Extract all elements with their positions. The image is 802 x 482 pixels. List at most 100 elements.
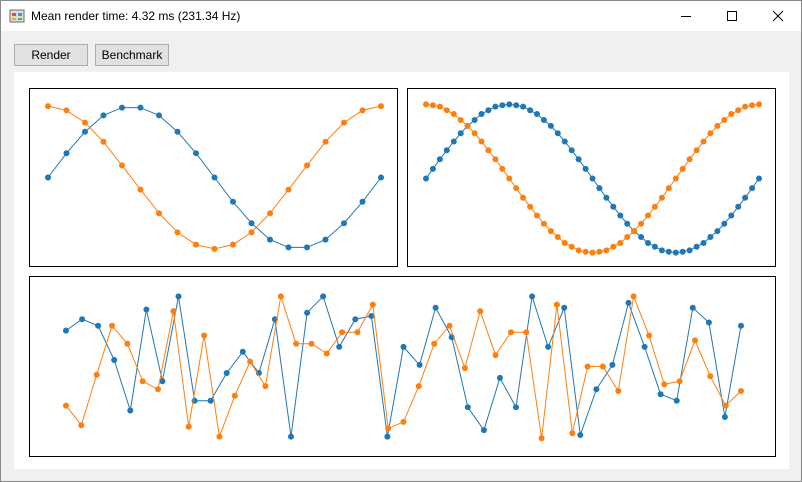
plot-bottom[interactable] — [29, 276, 776, 457]
data-point — [575, 247, 582, 254]
data-point — [211, 174, 218, 181]
data-point — [111, 357, 118, 363]
data-point — [124, 340, 131, 347]
data-point — [561, 138, 568, 145]
data-point — [155, 386, 161, 393]
data-point — [625, 299, 632, 306]
data-point — [630, 293, 637, 300]
data-point — [63, 327, 69, 334]
data-point — [248, 229, 255, 236]
chart-svg — [63, 293, 744, 442]
data-point — [603, 194, 610, 201]
data-point — [174, 128, 181, 135]
data-point — [211, 245, 218, 252]
data-point — [679, 248, 686, 255]
data-point — [201, 332, 208, 339]
data-point — [477, 308, 484, 315]
data-point — [304, 309, 311, 316]
data-point — [320, 293, 327, 300]
data-point — [461, 365, 468, 372]
data-point — [230, 198, 236, 205]
plot-top-left[interactable] — [29, 88, 398, 267]
data-point — [679, 165, 686, 172]
data-point — [673, 397, 680, 404]
data-point — [529, 293, 536, 300]
data-point — [82, 128, 88, 135]
data-point — [547, 122, 554, 129]
data-point — [575, 156, 582, 163]
data-point — [577, 432, 584, 438]
data-point — [645, 240, 651, 246]
data-point — [341, 220, 347, 227]
maximize-icon — [727, 11, 737, 21]
series-line-2 — [65, 294, 742, 439]
data-point — [443, 147, 450, 154]
data-point — [568, 243, 575, 250]
data-point — [513, 185, 520, 192]
minimize-icon — [681, 16, 691, 17]
data-point — [100, 138, 107, 145]
data-point — [568, 147, 575, 154]
minimize-button[interactable] — [663, 1, 709, 31]
data-point — [561, 240, 568, 246]
data-point — [352, 316, 359, 323]
data-point — [480, 427, 487, 434]
data-point — [185, 423, 192, 430]
data-point — [749, 102, 756, 109]
data-point — [170, 308, 177, 315]
data-point — [658, 194, 665, 201]
data-point — [400, 418, 407, 425]
data-point — [742, 194, 749, 201]
data-point — [534, 111, 540, 117]
data-point — [45, 174, 51, 181]
data-point — [339, 329, 346, 336]
data-point — [721, 414, 728, 420]
data-point — [520, 103, 527, 110]
data-point — [624, 220, 631, 227]
close-button[interactable] — [755, 1, 801, 31]
data-point — [323, 350, 330, 357]
maximize-button[interactable] — [709, 1, 755, 31]
data-point — [485, 107, 492, 114]
data-point — [534, 212, 540, 219]
data-point — [589, 175, 596, 182]
data-point — [464, 404, 471, 411]
data-point — [749, 185, 756, 192]
data-point — [79, 316, 86, 323]
data-point — [359, 198, 366, 205]
benchmark-button[interactable]: Benchmark — [95, 44, 169, 66]
data-point — [651, 243, 658, 250]
data-point — [277, 293, 284, 300]
data-point — [436, 156, 443, 163]
data-point — [657, 391, 664, 398]
data-point — [207, 397, 214, 404]
data-point — [82, 119, 88, 126]
data-point — [143, 306, 150, 313]
data-point — [496, 374, 503, 381]
data-point — [705, 319, 712, 326]
render-button[interactable]: Render — [14, 44, 88, 66]
data-point — [617, 240, 624, 246]
data-point — [553, 301, 560, 308]
series-line-1 — [65, 295, 742, 437]
plot-top-right[interactable] — [407, 88, 776, 267]
data-point — [617, 212, 624, 219]
data-point — [554, 130, 561, 137]
data-point — [593, 386, 600, 393]
data-point — [384, 433, 391, 440]
data-point — [137, 186, 144, 193]
data-point — [527, 107, 534, 114]
data-point — [615, 388, 622, 394]
data-point — [661, 381, 668, 388]
data-point — [513, 102, 520, 109]
chart-svg — [423, 101, 762, 256]
data-point — [672, 249, 679, 256]
data-point — [520, 194, 527, 201]
data-point — [436, 103, 443, 110]
data-point — [285, 186, 292, 193]
data-point — [645, 212, 651, 219]
data-point — [582, 248, 589, 255]
data-point — [599, 363, 606, 370]
title-bar[interactable]: Mean render time: 4.32 ms (231.34 Hz) — [1, 1, 801, 31]
